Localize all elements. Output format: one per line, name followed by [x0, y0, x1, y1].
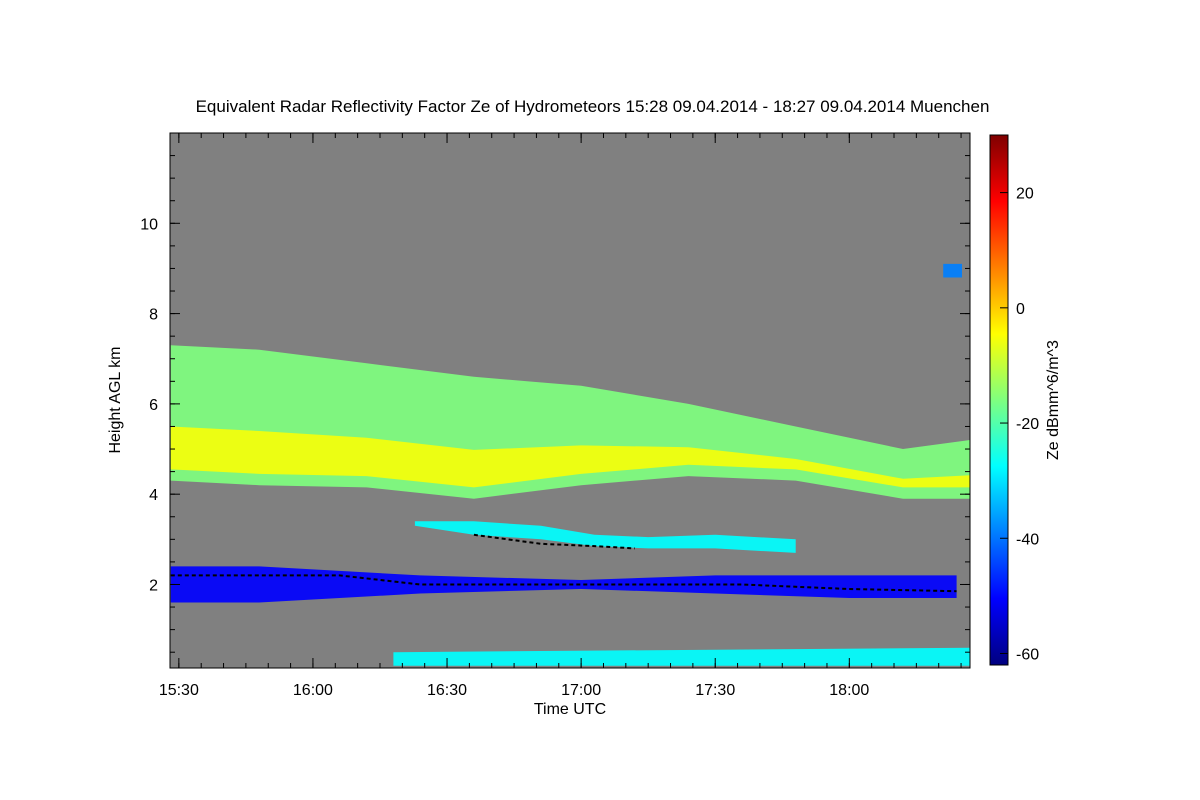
colorbar-label: Ze dBmm^6/m^3	[1045, 340, 1062, 460]
x-tick-label: 15:30	[159, 682, 199, 699]
colorbar-tick-label: 0	[1016, 301, 1025, 318]
colorbar	[989, 134, 1009, 666]
y-tick-label: 10	[140, 216, 158, 233]
x-axis: 15:30 16:00 16:30 17:00 17:30 18:00	[159, 133, 962, 699]
x-tick-label: 17:00	[561, 682, 601, 699]
cloud-core	[170, 426, 970, 488]
x-tick-label: 17:30	[695, 682, 735, 699]
cloud-layer-4	[393, 647, 970, 666]
y-tick-label: 6	[149, 397, 158, 414]
colorbar-tick-label: 20	[1016, 186, 1034, 203]
colorbar-tick-label: -40	[1016, 531, 1039, 548]
y-tick-label: 4	[149, 487, 158, 504]
y-tick-label: 2	[149, 577, 158, 594]
colorbar-tick-label: -60	[1016, 646, 1039, 663]
x-tick-label: 16:00	[293, 682, 333, 699]
y-axis: 2 4 6 8 10	[140, 155, 970, 653]
boundary-line-0	[170, 574, 957, 593]
cloud-layer-3	[943, 263, 962, 278]
y-tick-label: 8	[149, 307, 158, 324]
boundary-lines	[170, 533, 957, 593]
cloud-layer-1	[414, 521, 796, 553]
x-axis-label: Time UTC	[534, 701, 606, 718]
x-tick-label: 16:30	[427, 682, 467, 699]
y-axis-label: Height AGL km	[107, 346, 124, 453]
chart-title: Equivalent Radar Reflectivity Factor Ze …	[195, 97, 990, 116]
colorbar-tick-label: -20	[1016, 416, 1039, 433]
x-tick-label: 18:00	[829, 682, 869, 699]
colorbar-ticks: 20 0 -20 -40 -60	[1000, 186, 1039, 663]
reflectivity-layers	[170, 263, 970, 666]
plot-frame	[169, 132, 971, 669]
boundary-line-1	[473, 533, 635, 550]
